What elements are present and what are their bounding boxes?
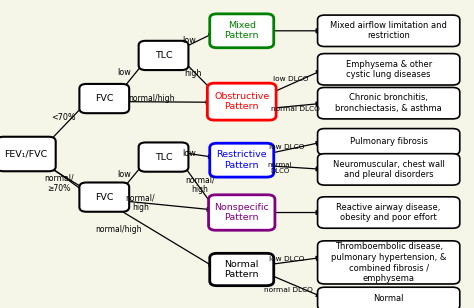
Text: <70%: <70% [51,113,75,122]
Text: low: low [118,169,131,179]
Text: Emphysema & other
cystic lung diseases: Emphysema & other cystic lung diseases [346,60,432,79]
Text: FEV₁/FVC: FEV₁/FVC [4,149,48,159]
Text: Reactive airway disease,
obesity and poor effort: Reactive airway disease, obesity and poo… [337,203,441,222]
FancyBboxPatch shape [318,87,460,119]
FancyBboxPatch shape [209,195,275,230]
Text: Normal
Pattern: Normal Pattern [225,260,259,279]
FancyBboxPatch shape [138,41,188,70]
Text: FVC: FVC [95,192,114,202]
Text: Nonspecific
Pattern: Nonspecific Pattern [214,203,269,222]
FancyBboxPatch shape [318,287,460,308]
Text: normal DLCO: normal DLCO [264,286,313,293]
Text: low DLCO: low DLCO [269,256,304,262]
FancyBboxPatch shape [210,253,274,286]
Text: normal/high: normal/high [128,94,174,103]
FancyBboxPatch shape [0,137,56,171]
Text: Restrictive
Pattern: Restrictive Pattern [217,151,267,170]
Text: normal/
≥70%: normal/ ≥70% [44,174,73,192]
Text: FVC: FVC [95,94,114,103]
FancyBboxPatch shape [79,182,129,212]
Text: Obstructive
Pattern: Obstructive Pattern [214,92,269,111]
Text: Mixed airflow limitation and
restriction: Mixed airflow limitation and restriction [330,21,447,40]
FancyBboxPatch shape [210,143,274,177]
Text: normal
DLCO: normal DLCO [268,162,292,174]
FancyBboxPatch shape [318,54,460,85]
Text: TLC: TLC [155,51,173,60]
Text: normal DLCO: normal DLCO [271,106,320,112]
FancyBboxPatch shape [318,154,460,185]
FancyBboxPatch shape [318,15,460,47]
FancyBboxPatch shape [318,129,460,155]
Text: Neuromuscular, chest wall
and pleural disorders: Neuromuscular, chest wall and pleural di… [333,160,445,179]
Text: normal/
high: normal/ high [185,176,214,194]
Text: low: low [182,149,196,158]
Text: low: low [182,35,196,45]
Text: Normal: Normal [374,294,404,303]
Text: low: low [118,68,131,78]
FancyBboxPatch shape [210,14,274,48]
FancyBboxPatch shape [318,241,460,284]
Text: Mixed
Pattern: Mixed Pattern [225,21,259,40]
FancyBboxPatch shape [207,83,276,120]
Text: normal/
high: normal/ high [126,193,155,212]
Text: normal/high: normal/high [95,225,141,234]
FancyBboxPatch shape [318,197,460,228]
Text: Pulmonary fibrosis: Pulmonary fibrosis [350,137,428,146]
Text: low DLCO: low DLCO [273,76,308,83]
FancyBboxPatch shape [79,84,129,113]
Text: high: high [184,69,201,78]
Text: low DLCO: low DLCO [269,144,304,150]
Text: TLC: TLC [155,152,173,162]
Text: Thromboembolic disease,
pulmonary hypertension, &
combined fibrosis /
emphysema: Thromboembolic disease, pulmonary hypert… [331,242,447,282]
FancyBboxPatch shape [138,142,188,172]
Text: Chronic bronchitis,
bronchiectasis, & asthma: Chronic bronchitis, bronchiectasis, & as… [335,94,442,113]
